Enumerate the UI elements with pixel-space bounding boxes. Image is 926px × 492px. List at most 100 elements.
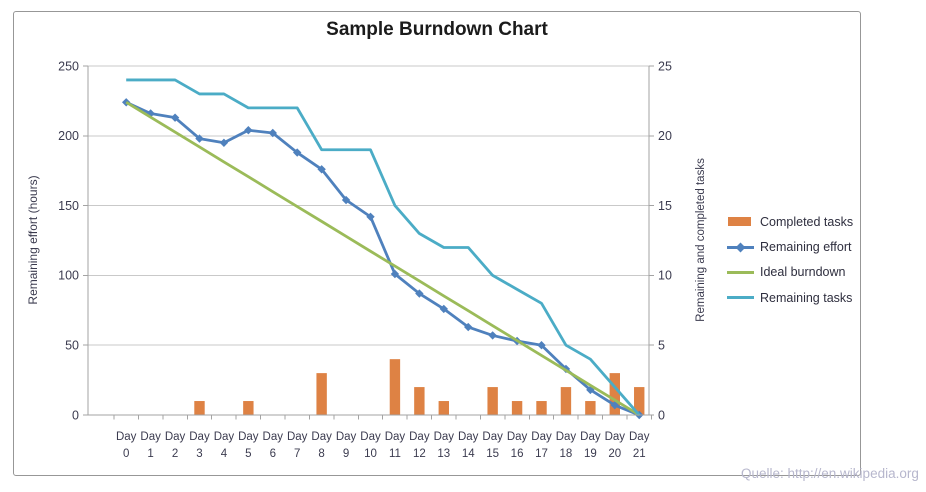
marker-remaining-effort	[219, 138, 229, 147]
x-label-word: Day	[580, 431, 601, 443]
x-label-number: 9	[343, 448, 349, 460]
marker-remaining-effort	[341, 195, 351, 205]
x-label-number: 4	[221, 448, 228, 460]
legend-item-ideal-burndown: Ideal burndown	[727, 260, 853, 285]
x-label-word: Day	[238, 431, 259, 443]
legend-item-completed-tasks: Completed tasks	[727, 209, 853, 234]
bar-completed-tasks	[389, 359, 401, 415]
marker-remaining-effort	[293, 148, 302, 157]
marker-remaining-effort	[488, 331, 497, 340]
x-label-word: Day	[287, 431, 308, 443]
x-label-word: Day	[629, 431, 650, 443]
right-tick-label: 10	[658, 269, 672, 283]
marker-remaining-effort	[390, 269, 400, 279]
right-tick-label: 5	[658, 339, 665, 353]
right-tick-label: 20	[658, 129, 672, 143]
x-label-number: 21	[633, 448, 646, 460]
x-label-number: 16	[511, 448, 524, 460]
marker-remaining-effort	[610, 401, 619, 410]
right-axis-title: Remaining and completed tasks	[695, 158, 707, 322]
x-label-number: 14	[462, 448, 475, 460]
bar-completed-tasks	[511, 401, 523, 415]
x-label-word: Day	[360, 431, 381, 443]
x-label-word: Day	[311, 431, 332, 443]
bar-completed-tasks	[536, 401, 547, 415]
x-label-number: 17	[535, 448, 548, 460]
x-label-word: Day	[409, 431, 430, 443]
remaining-tasks-swatch-icon	[727, 292, 754, 303]
right-tick-label: 25	[658, 59, 672, 73]
x-label-number: 12	[413, 448, 426, 460]
bar-completed-tasks	[487, 387, 498, 415]
x-label-number: 6	[270, 448, 276, 460]
bar-completed-tasks	[414, 387, 425, 415]
x-label-word: Day	[458, 431, 479, 443]
left-tick-label: 200	[58, 129, 79, 143]
marker-remaining-effort	[268, 128, 277, 138]
ideal-burndown-swatch-icon	[727, 267, 754, 278]
x-label-word: Day	[116, 431, 137, 443]
marker-remaining-effort	[439, 304, 448, 314]
marker-remaining-effort	[195, 134, 204, 143]
left-axis-title: Remaining effort (hours)	[26, 175, 40, 305]
line-remaining-tasks	[126, 78, 641, 416]
bar-completed-tasks	[438, 401, 449, 415]
left-tick-label: 150	[58, 199, 79, 213]
x-label-word: Day	[605, 431, 626, 443]
legend-label: Remaining effort	[760, 240, 852, 255]
x-label-word: Day	[385, 431, 406, 443]
x-label-number: 8	[318, 448, 324, 460]
x-label-number: 15	[486, 448, 499, 460]
x-label-number: 19	[584, 448, 597, 460]
right-tick-label: 15	[658, 199, 672, 213]
marker-remaining-effort	[170, 113, 180, 122]
x-label-word: Day	[140, 431, 161, 443]
chart-title: Sample Burndown Chart	[326, 19, 548, 40]
x-label-number: 1	[147, 448, 153, 460]
legend-label: Ideal burndown	[760, 265, 846, 280]
x-label-word: Day	[165, 431, 186, 443]
left-tick-label: 250	[58, 59, 79, 73]
remaining-effort-swatch-icon	[727, 242, 754, 253]
left-tick-label: 50	[65, 339, 79, 353]
x-label-number: 3	[196, 448, 202, 460]
completed-tasks-swatch-icon	[727, 216, 754, 227]
marker-remaining-effort	[366, 212, 375, 221]
bar-completed-tasks	[316, 373, 327, 415]
x-label-number: 2	[172, 448, 178, 460]
legend-label: Completed tasks	[760, 214, 854, 229]
x-label-number: 13	[437, 448, 450, 460]
left-tick-label: 0	[72, 408, 79, 422]
bar-completed-tasks	[609, 373, 620, 415]
x-label-word: Day	[556, 431, 577, 443]
legend: Completed tasks Remaining effort Ideal b…	[727, 209, 853, 311]
x-label-number: 18	[560, 448, 573, 460]
line-ideal-burndown	[125, 101, 640, 417]
x-label-number: 7	[294, 448, 300, 460]
bar-completed-tasks	[560, 387, 572, 415]
x-label-number: 0	[123, 448, 129, 460]
bar-completed-tasks	[243, 401, 254, 415]
x-label-number: 5	[245, 448, 251, 460]
legend-item-remaining-tasks: Remaining tasks	[727, 285, 853, 310]
marker-remaining-effort	[537, 341, 546, 350]
x-label-word: Day	[507, 431, 528, 443]
x-label-number: 11	[389, 448, 401, 460]
x-label-number: 20	[608, 448, 621, 460]
x-label-word: Day	[531, 431, 552, 443]
bar-completed-tasks	[194, 401, 205, 415]
marker-remaining-effort	[464, 322, 473, 332]
legend-item-remaining-effort: Remaining effort	[727, 234, 853, 259]
bar-completed-tasks	[585, 401, 596, 415]
x-label-number: 10	[364, 448, 377, 460]
x-label-word: Day	[434, 431, 455, 443]
marker-remaining-effort	[244, 126, 253, 135]
x-label-word: Day	[336, 431, 357, 443]
right-tick-label: 0	[658, 408, 665, 422]
x-label-word: Day	[214, 431, 235, 443]
marker-remaining-effort	[415, 289, 424, 298]
line-remaining-effort	[125, 101, 640, 417]
x-label-word: Day	[263, 431, 284, 443]
